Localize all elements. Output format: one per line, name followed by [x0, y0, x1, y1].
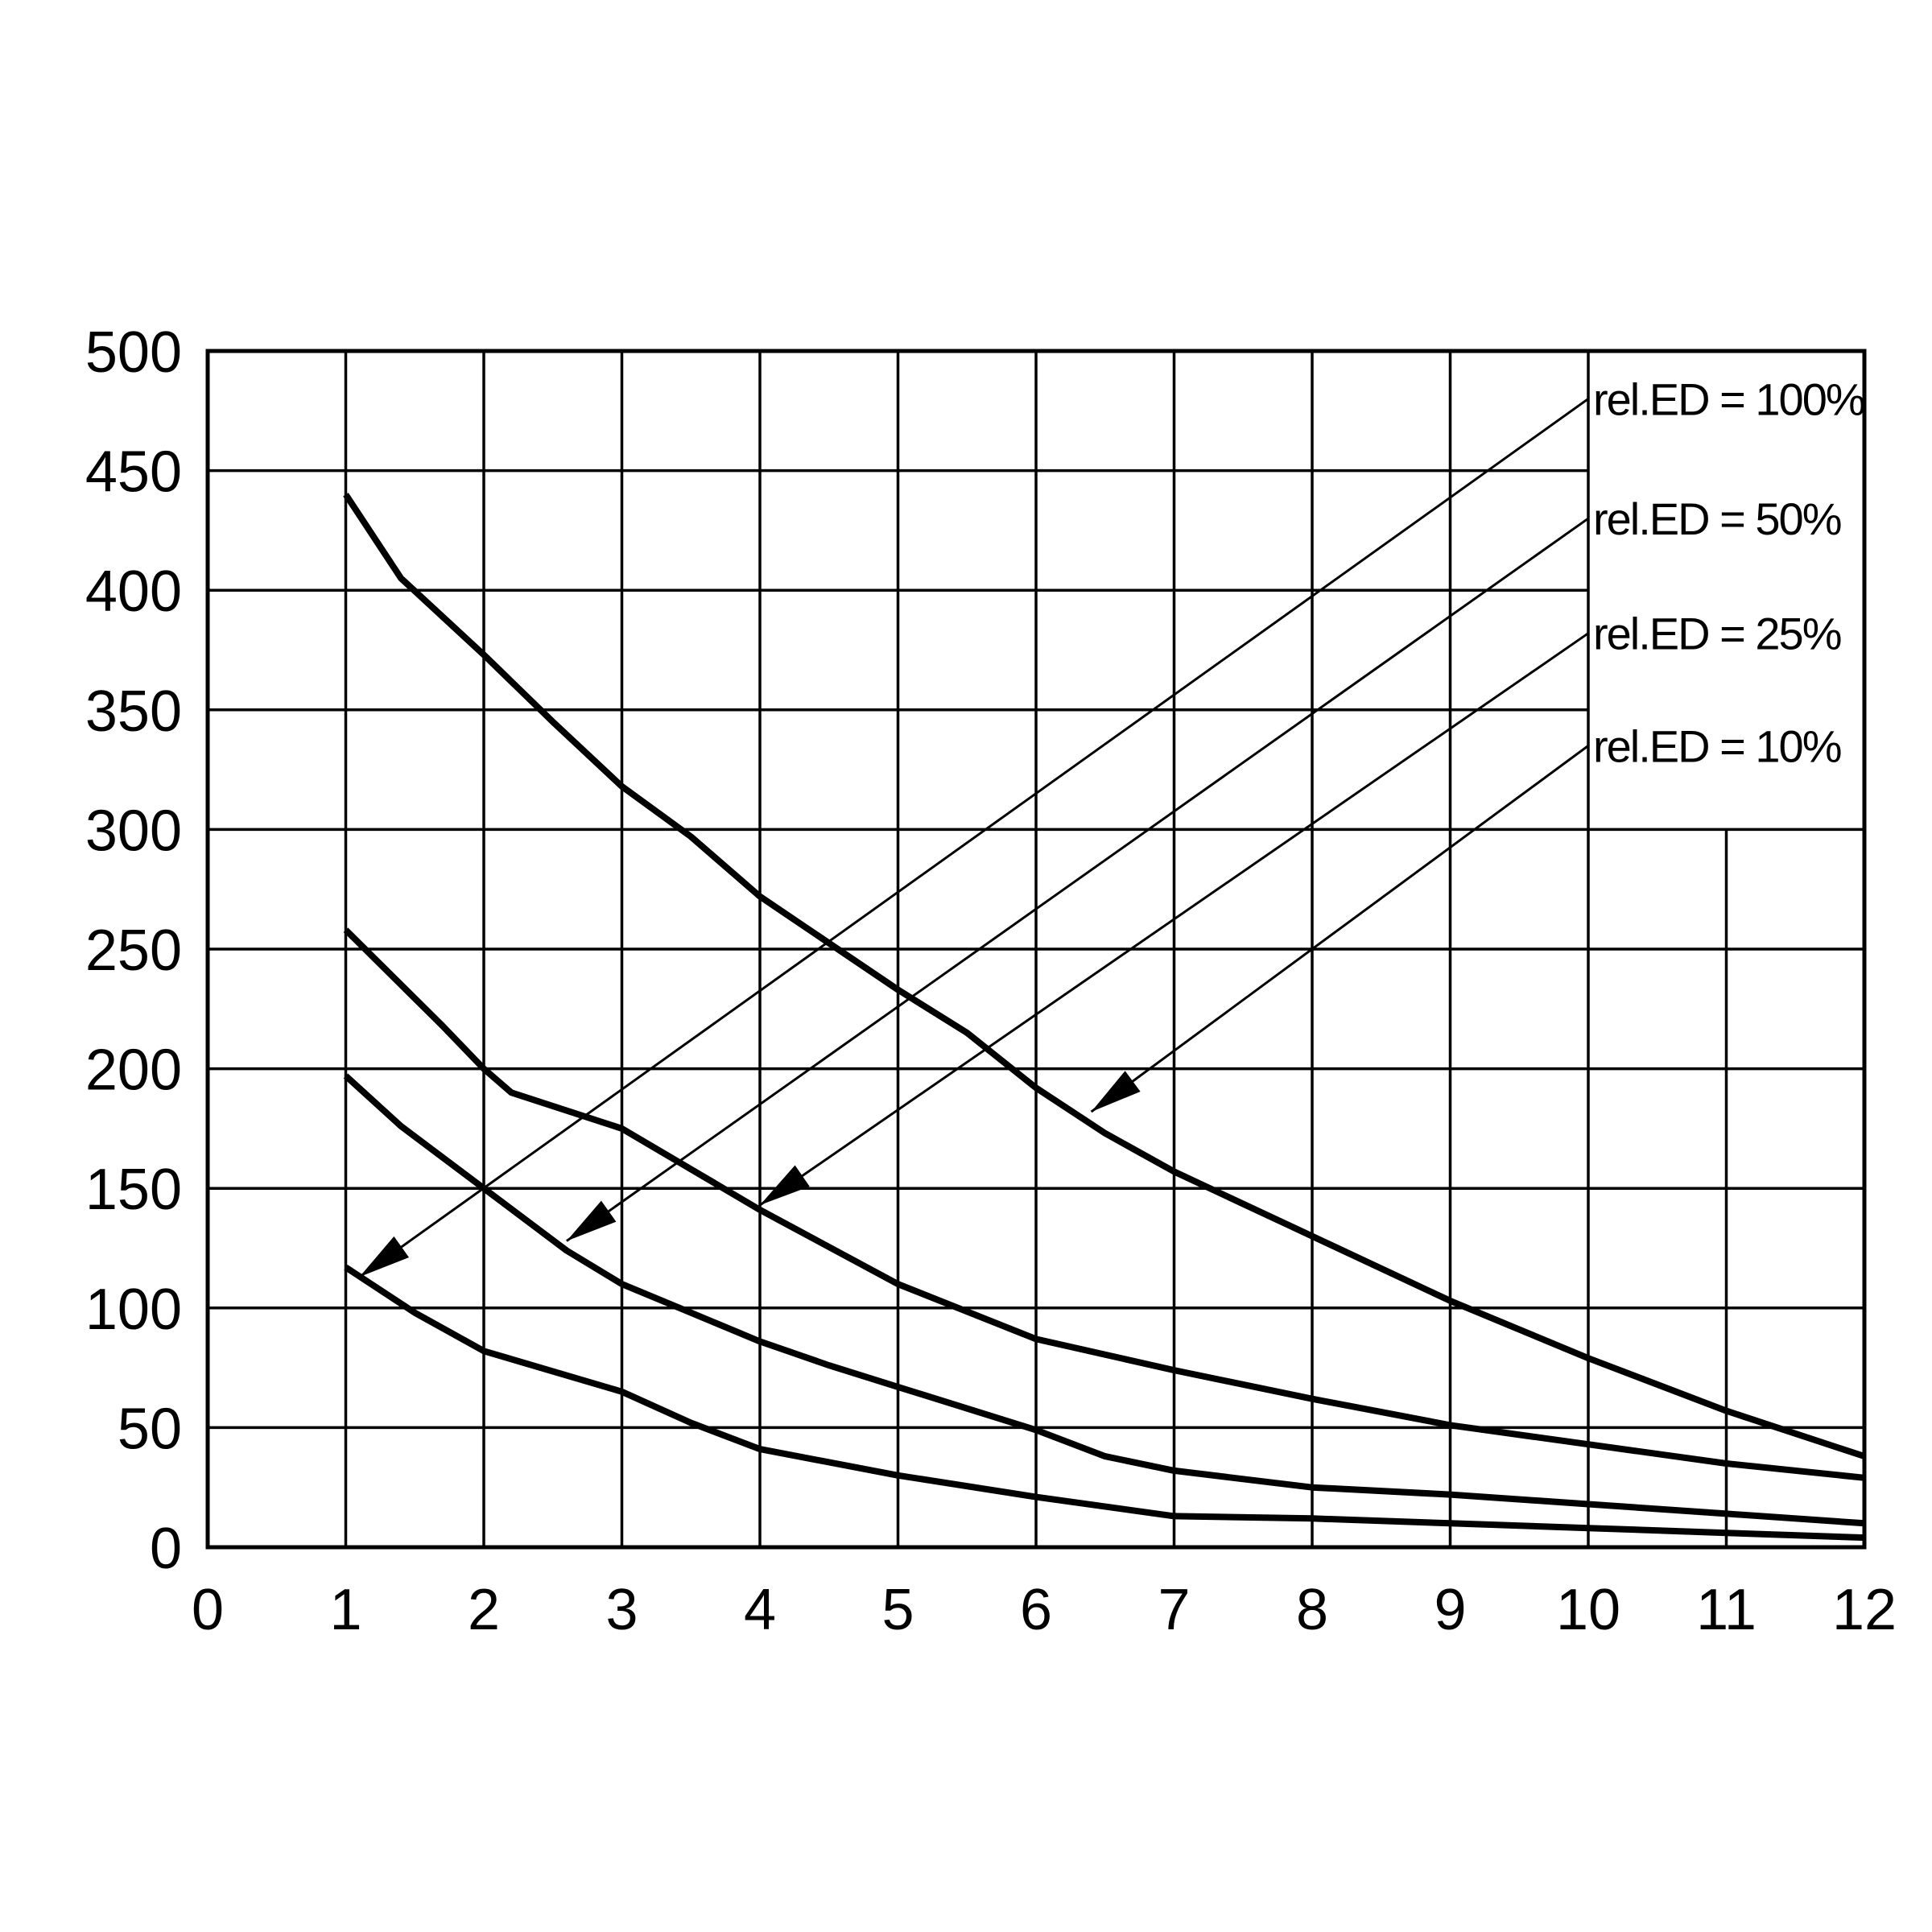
annotation-arrow-line-2 — [566, 517, 1589, 1242]
x-tick-label: 7 — [1158, 1578, 1190, 1642]
x-tick-label: 9 — [1434, 1578, 1466, 1642]
annotation-arrow-head-2 — [566, 1200, 617, 1241]
x-axis-ticks: 0 1 2 3 4 5 6 7 8 9 10 11 12 — [192, 1578, 1897, 1642]
y-tick-label: 450 — [85, 440, 182, 505]
x-tick-label: 10 — [1556, 1578, 1620, 1642]
x-tick-label: 5 — [881, 1578, 914, 1642]
y-axis-ticks: 0 50 100 150 200 250 300 350 400 450 500 — [85, 320, 182, 1581]
plot-frame — [205, 349, 1867, 1550]
y-tick-label: 500 — [85, 320, 182, 385]
y-tick-label: 300 — [85, 799, 182, 863]
x-tick-label: 2 — [468, 1578, 500, 1642]
x-tick-label: 8 — [1296, 1578, 1328, 1642]
annotation-arrow-head-1 — [359, 1236, 410, 1278]
x-tick-label: 6 — [1020, 1578, 1052, 1642]
x-tick-label: 4 — [744, 1578, 776, 1642]
annotation-arrow-line-1 — [358, 398, 1589, 1278]
x-tick-label: 3 — [605, 1578, 638, 1642]
series-line-1 — [343, 493, 1866, 1459]
curve-label-4: rel.ED = 10% — [1593, 720, 1841, 771]
y-tick-label: 150 — [85, 1158, 182, 1222]
annotation-arrow-line-3 — [759, 632, 1589, 1207]
curve-label-1: rel.ED = 100% — [1593, 374, 1864, 424]
x-tick-label: 11 — [1696, 1578, 1757, 1642]
annotation-arrow-head-3 — [760, 1165, 810, 1206]
curve-label-2: rel.ED = 50% — [1593, 493, 1841, 544]
grid — [208, 351, 1864, 1547]
y-tick-label: 100 — [85, 1278, 182, 1342]
series-lines — [343, 493, 1866, 1542]
series-line-3 — [343, 1073, 1865, 1527]
annotation-arrows — [358, 398, 1589, 1278]
x-tick-label: 12 — [1832, 1578, 1897, 1642]
y-tick-label: 250 — [85, 919, 182, 983]
y-tick-label: 200 — [85, 1038, 182, 1103]
y-tick-label: 350 — [85, 679, 182, 744]
series-line-2 — [343, 927, 1865, 1481]
y-tick-label: 50 — [118, 1397, 182, 1461]
annotation-arrow-head-4 — [1091, 1071, 1141, 1113]
y-tick-label: 400 — [85, 559, 182, 624]
series-line-4 — [344, 1264, 1865, 1542]
y-tick-label: 0 — [150, 1517, 182, 1581]
curve-label-3: rel.ED = 25% — [1593, 609, 1841, 659]
x-tick-label: 1 — [329, 1578, 361, 1642]
curve-labels: rel.ED = 100% rel.ED = 50% rel.ED = 25% rel… — [1593, 374, 1866, 771]
annotation-arrow-line-4 — [1090, 745, 1589, 1113]
x-tick-label: 0 — [192, 1578, 224, 1642]
